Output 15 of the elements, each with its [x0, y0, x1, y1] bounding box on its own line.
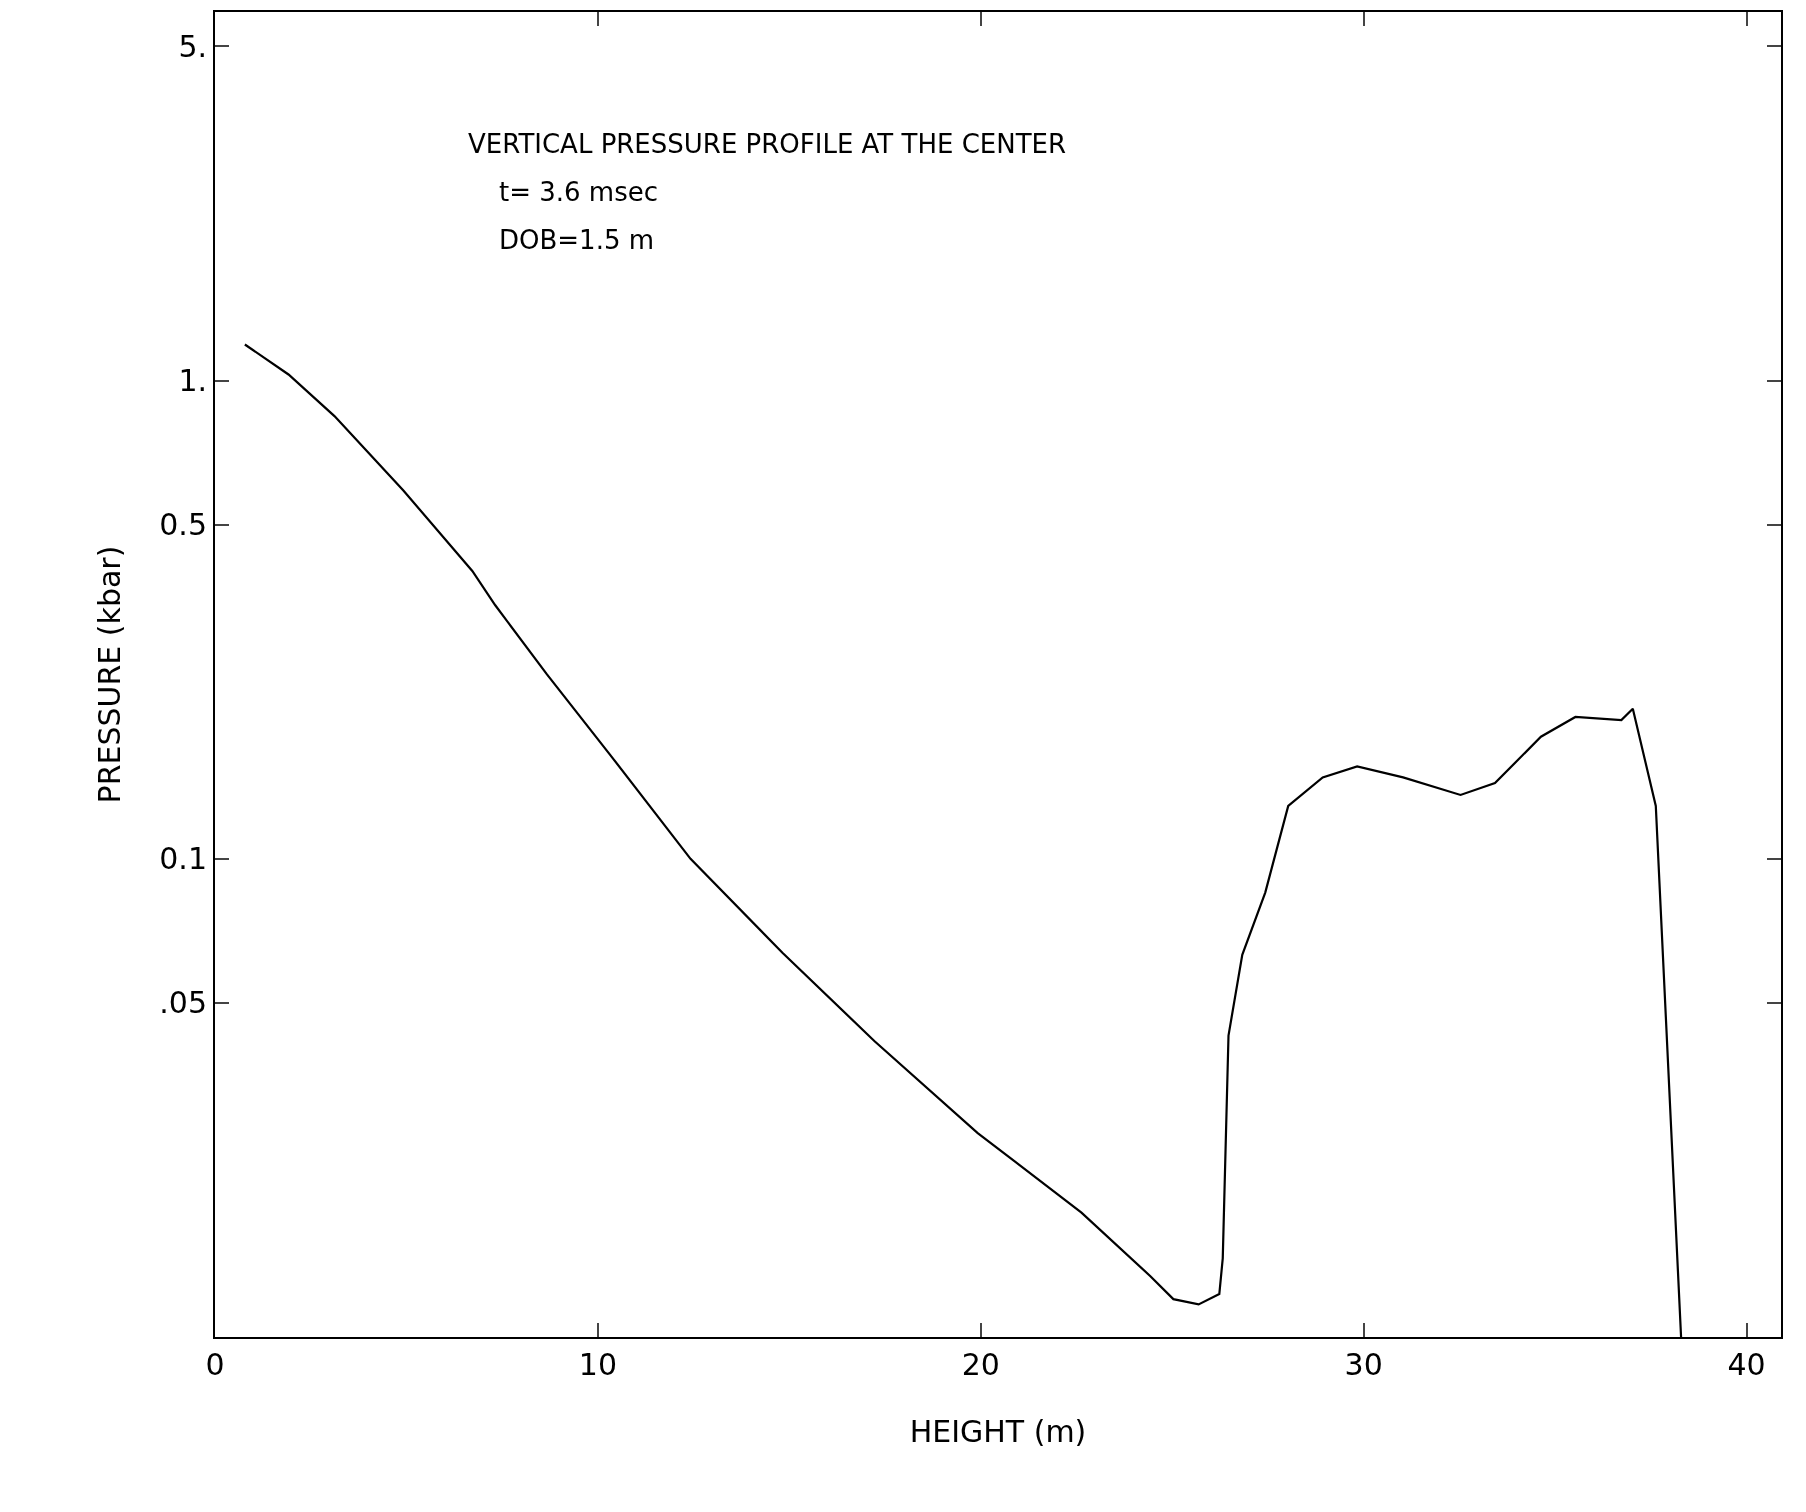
y-tick-label: 1.: [178, 363, 207, 399]
y-tick-label: 5.: [178, 28, 207, 64]
y-tick-label: 0.1: [159, 841, 207, 877]
annotation: t= 3.6 msec: [499, 177, 659, 207]
annotation: VERTICAL PRESSURE PROFILE AT THE CENTER: [468, 129, 1067, 159]
y-tick-label: .05: [159, 985, 207, 1021]
x-tick-label: 40: [1727, 1347, 1766, 1382]
annotation: DOB=1.5 m: [499, 225, 655, 255]
x-tick-label: 0: [205, 1347, 225, 1382]
y-tick-label: 0.5: [159, 507, 207, 543]
y-axis-title: PRESSURE (kbar): [91, 545, 127, 804]
x-axis-title: HEIGHT (m): [909, 1414, 1087, 1449]
x-tick-label: 20: [961, 1347, 1000, 1382]
x-tick-label: 30: [1344, 1347, 1383, 1382]
x-tick-label: 10: [578, 1347, 617, 1382]
